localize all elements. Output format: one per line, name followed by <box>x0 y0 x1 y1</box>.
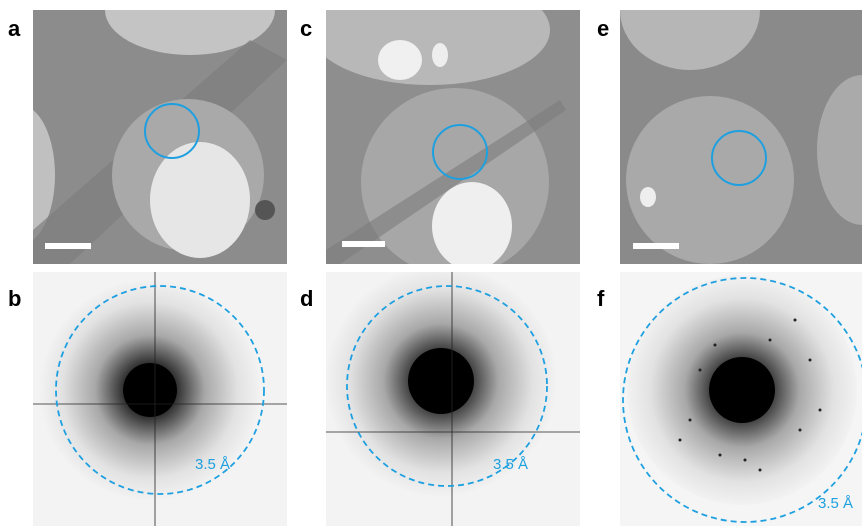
panel-label: c <box>300 16 312 41</box>
resolution-label: 3.5 Å <box>493 456 528 473</box>
micrograph-e <box>620 0 862 264</box>
micrograph-c <box>310 0 580 276</box>
resolution-label: 3.5 Å <box>195 456 230 473</box>
figure: a b c d e f 3.5 Å 3.5 Å 3.5 Å <box>0 0 862 526</box>
diffraction-b <box>33 272 287 526</box>
diffraction-f <box>620 272 862 526</box>
panel-label: b <box>8 286 21 311</box>
panel-label: e <box>597 16 609 41</box>
diffraction-d <box>326 266 580 526</box>
micrograph-a <box>0 0 287 264</box>
panel-label: f <box>597 286 605 311</box>
panel-label: d <box>300 286 313 311</box>
resolution-label: 3.5 Å <box>818 495 853 512</box>
panel-label: a <box>8 16 21 41</box>
